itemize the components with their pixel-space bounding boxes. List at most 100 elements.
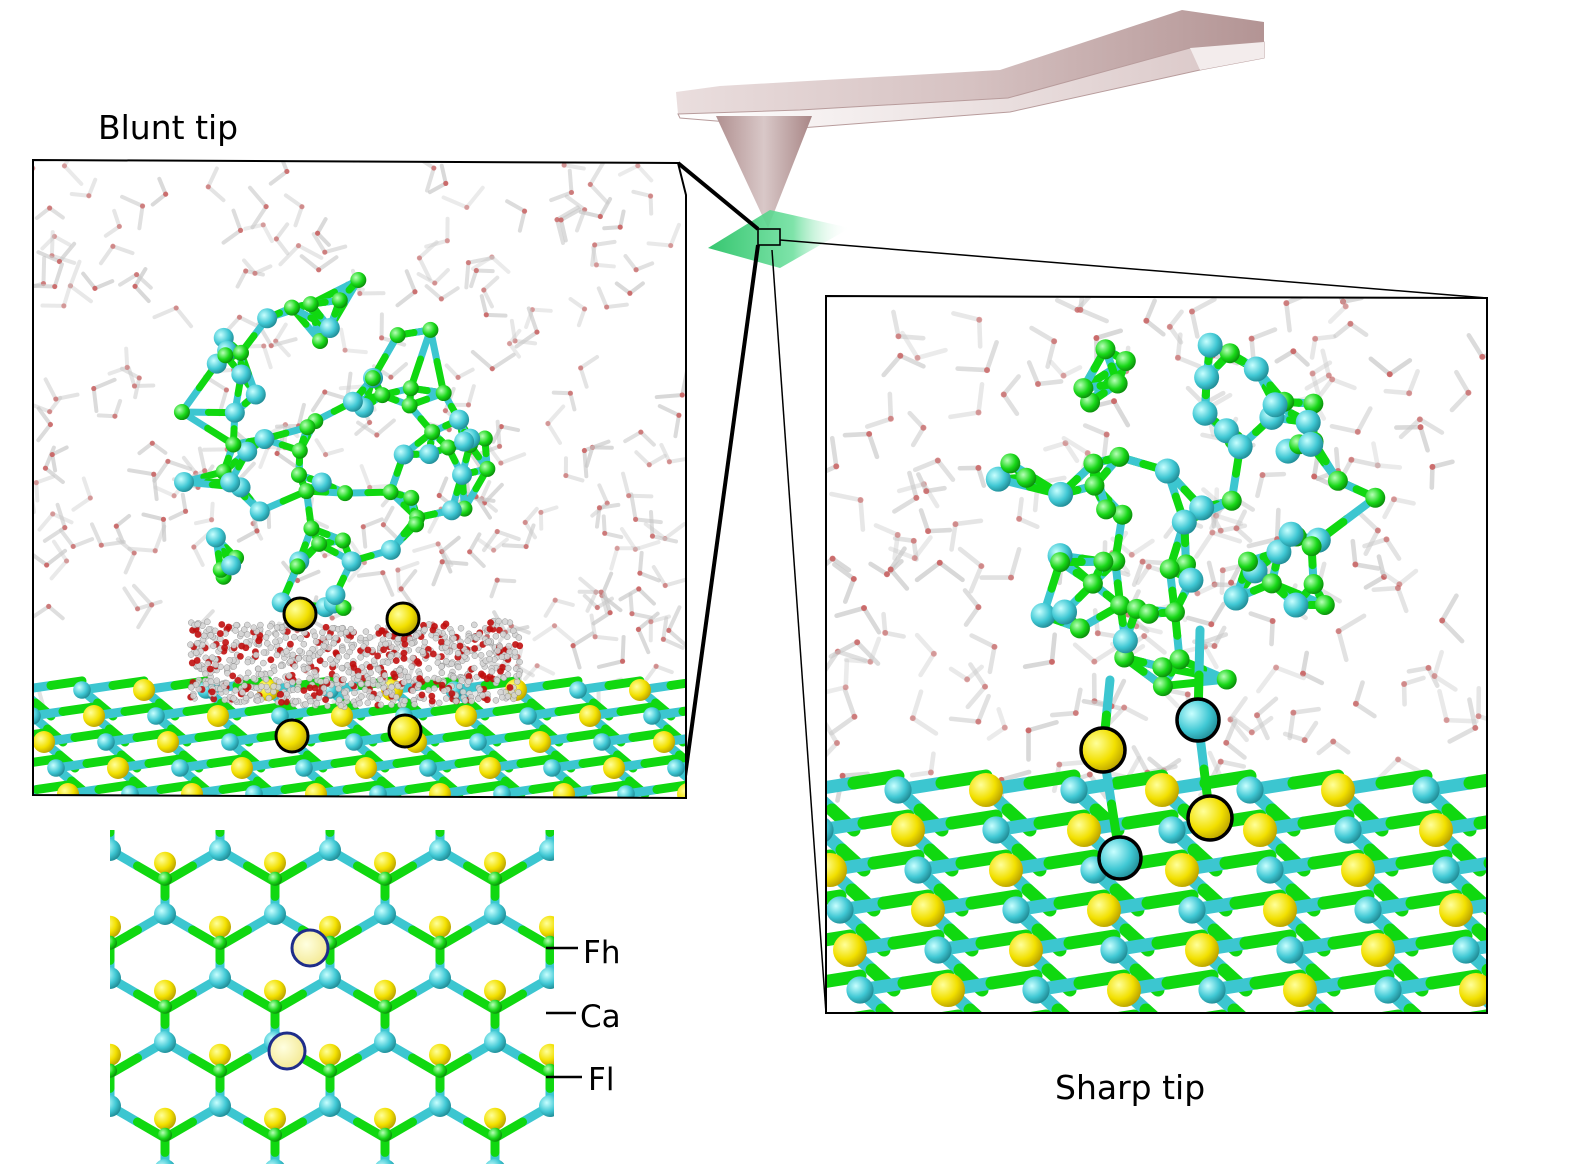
h-density-point — [443, 658, 450, 665]
h-density-point — [471, 621, 478, 629]
f-atom — [1314, 594, 1335, 615]
sharp-tip-cluster — [985, 332, 1386, 863]
bond — [318, 728, 359, 742]
water-oxygen — [633, 267, 639, 273]
water-bond — [388, 362, 409, 380]
water-bond — [1048, 359, 1066, 378]
f-atom — [232, 344, 249, 361]
f-atom — [331, 292, 348, 309]
h-density-point — [338, 624, 346, 632]
water-oxygen — [1386, 371, 1393, 378]
f-atom — [1112, 504, 1133, 525]
water-oxygen — [489, 366, 495, 372]
ca-atom — [295, 759, 313, 777]
water-oxygen — [1390, 496, 1397, 503]
water-oxygen — [934, 457, 941, 464]
fh-atom — [429, 915, 451, 938]
water-oxygen — [602, 530, 608, 536]
water-bond — [1073, 687, 1083, 716]
water-bond — [1061, 435, 1091, 456]
legend-ca: Ca — [580, 999, 621, 1035]
ca-atom — [121, 785, 139, 798]
water-bond — [1353, 680, 1365, 707]
fh-atom — [264, 979, 286, 1002]
bond — [138, 1170, 166, 1176]
highlighted-ca-atom — [1175, 697, 1221, 743]
o-density-point — [206, 665, 214, 673]
fh-atom — [83, 705, 105, 727]
bond — [688, 1122, 716, 1138]
ca-atom — [569, 681, 587, 699]
fl-atom — [268, 871, 282, 886]
bond — [1463, 769, 1487, 790]
h-density-point — [243, 631, 251, 638]
bond — [578, 1170, 606, 1176]
h-density-point — [205, 626, 213, 633]
bond — [945, 809, 1003, 830]
vacancy-site — [290, 928, 330, 968]
water-bond — [1194, 530, 1215, 559]
water-bond — [835, 649, 868, 663]
water-bond — [43, 377, 58, 402]
f-atom — [1365, 487, 1386, 508]
fh-atom — [429, 783, 451, 798]
bond — [640, 754, 681, 768]
water-oxygen — [260, 222, 266, 228]
water-oxygen — [578, 365, 584, 371]
water-bond — [120, 194, 145, 208]
water-oxygen — [1094, 630, 1101, 637]
fl-atom — [158, 1127, 172, 1142]
h-density-point — [476, 686, 484, 693]
water-bond — [891, 309, 901, 339]
water-bond — [181, 455, 198, 476]
f-atom — [283, 299, 300, 316]
o-density-point — [438, 681, 446, 689]
fh-atom — [44, 1108, 66, 1130]
water-oxygen — [829, 555, 836, 562]
h-density-point — [332, 634, 339, 642]
water-oxygen — [666, 459, 672, 465]
bond — [220, 802, 248, 818]
fh-atom — [735, 893, 769, 927]
water-oxygen — [614, 545, 620, 551]
o-density-point — [193, 657, 201, 664]
o-density-point — [374, 652, 382, 660]
water-oxygen — [638, 429, 644, 435]
water-oxygen — [596, 505, 603, 511]
water-oxygen — [1348, 456, 1355, 463]
h-density-point — [374, 695, 381, 702]
water-oxygen — [67, 283, 73, 289]
bond — [1524, 830, 1546, 850]
legend-fh: Fh — [583, 935, 621, 971]
bond — [781, 785, 812, 790]
o-density-point — [349, 660, 357, 668]
h-density-point — [421, 626, 428, 633]
fl-atom — [323, 808, 337, 822]
h-density-point — [230, 695, 237, 702]
water-oxygen — [33, 165, 36, 171]
h-density-point — [516, 658, 523, 666]
o-density-point — [316, 657, 324, 665]
bond — [782, 1023, 826, 1030]
bond — [1556, 890, 1578, 910]
h-density-point — [393, 693, 400, 701]
h-density-point — [412, 632, 420, 639]
water-bond — [33, 166, 35, 179]
h-density-point — [383, 689, 390, 696]
water-bond — [236, 528, 259, 543]
water-bond — [633, 517, 663, 525]
water-oxygen — [44, 562, 50, 568]
water-oxygen — [152, 548, 158, 554]
bond — [826, 849, 837, 870]
o-density-point — [300, 687, 308, 694]
bond — [1576, 970, 1584, 990]
h-density-point — [241, 682, 248, 689]
bond — [660, 1106, 688, 1122]
water-oxygen — [367, 484, 373, 491]
ca-atom — [630, 816, 657, 843]
h-density-point — [257, 671, 265, 678]
o-density-point — [322, 623, 330, 631]
h-density-point — [311, 668, 318, 676]
water-oxygen — [833, 463, 840, 470]
bond — [1514, 790, 1536, 810]
